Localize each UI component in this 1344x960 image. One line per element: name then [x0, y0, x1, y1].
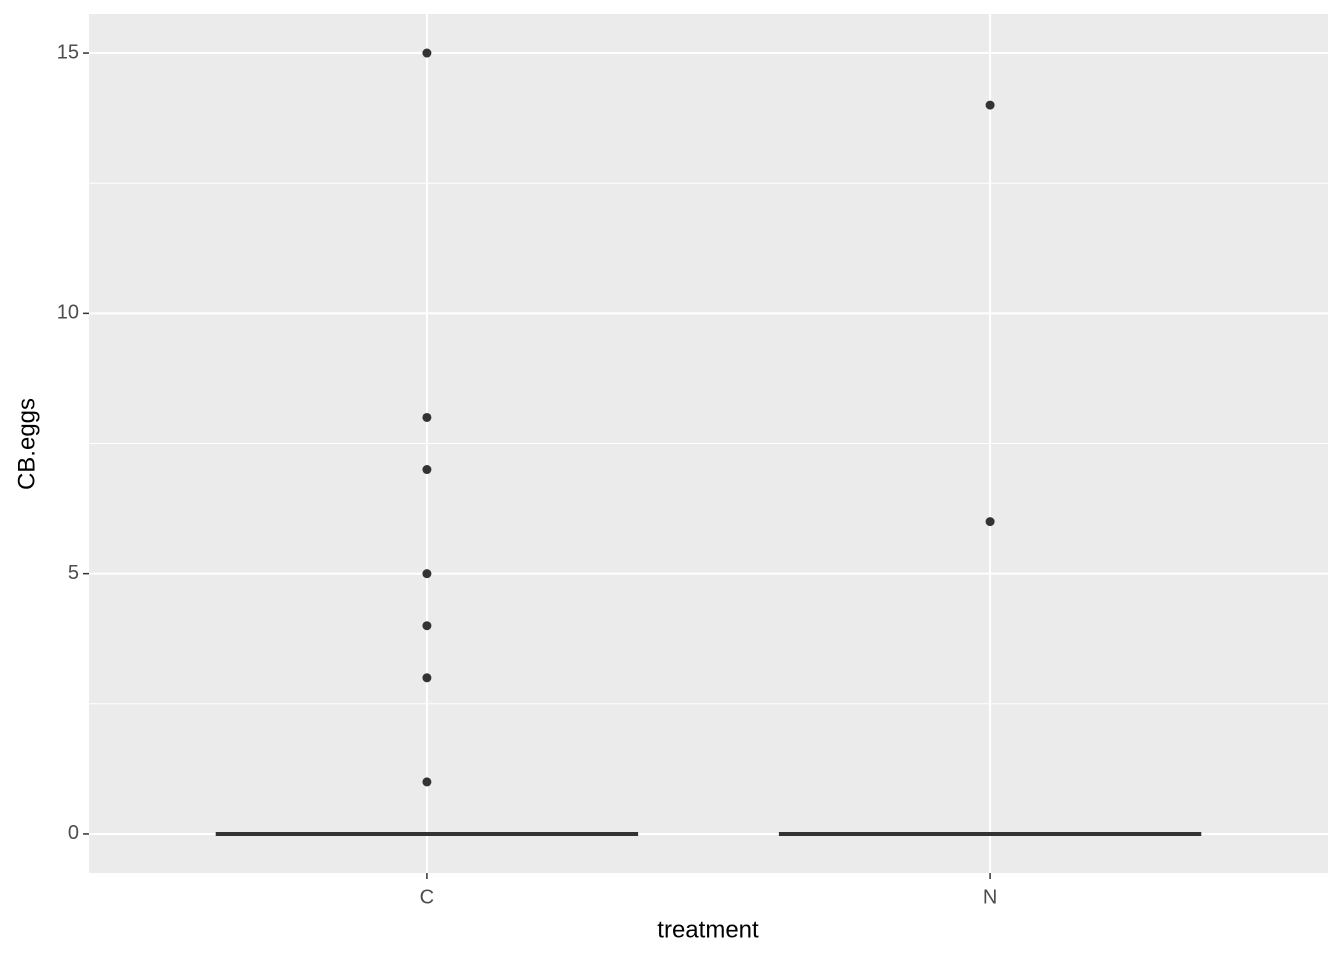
outlier	[985, 100, 995, 110]
outlier	[422, 621, 432, 631]
outlier	[985, 517, 995, 527]
y-tick-label: 5	[68, 562, 79, 584]
outlier	[422, 465, 432, 475]
outlier	[422, 569, 432, 579]
outlier	[422, 777, 432, 787]
y-tick-label: 10	[57, 302, 79, 324]
y-tick-label: 0	[68, 822, 79, 844]
x-axis-title: treatment	[657, 916, 759, 943]
outlier	[422, 673, 432, 683]
x-tick-label: C	[420, 886, 434, 908]
y-axis-title: CB.eggs	[13, 398, 40, 490]
x-tick-label: N	[983, 886, 997, 908]
outlier	[422, 48, 432, 58]
y-tick-label: 15	[57, 41, 79, 63]
outlier	[422, 412, 432, 422]
